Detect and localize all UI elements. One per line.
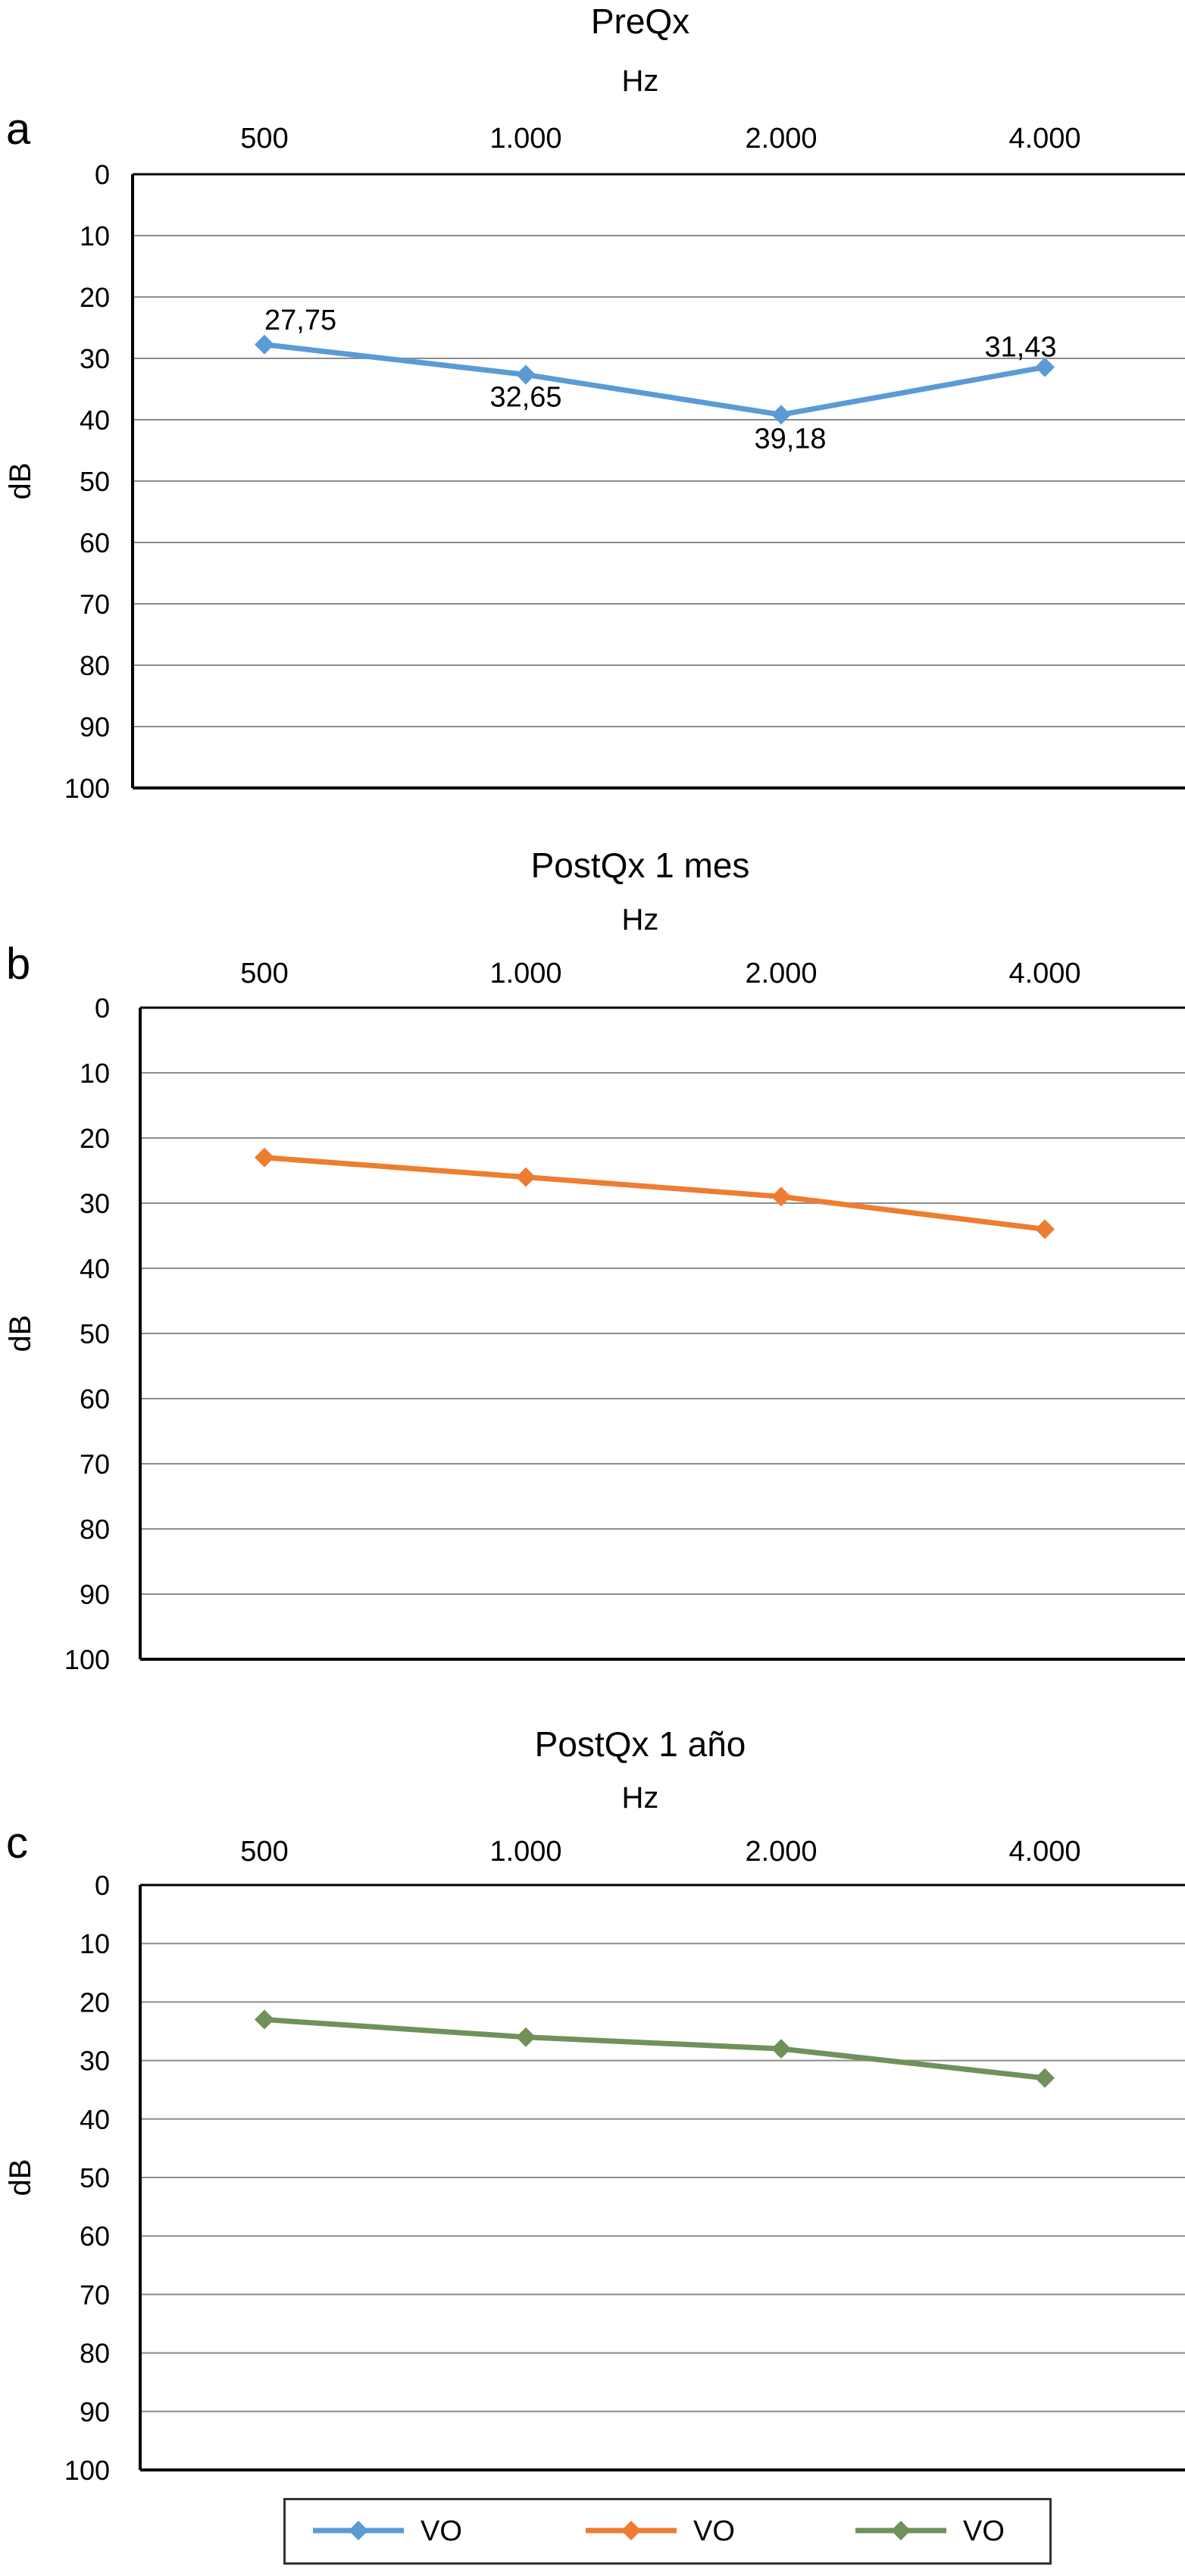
legend-item: VO [855,2515,1005,2547]
data-point-marker [1035,1219,1055,1240]
data-point-marker [255,2009,274,2030]
data-label: 32,65 [489,381,561,413]
y-tick-label: 0 [95,993,110,1024]
y-axis-label: dB [4,1315,37,1352]
y-tick-label: 60 [80,1383,110,1415]
y-tick-label: 50 [80,1318,110,1349]
data-point-marker [516,1167,536,1187]
data-point-marker [255,334,274,355]
y-tick-label: 40 [80,1253,110,1284]
x-axis-label: Hz [622,903,659,936]
data-point-marker [771,405,791,425]
x-tick-label: 4.000 [1008,123,1080,155]
y-tick-label: 60 [80,527,110,558]
legend-swatch-marker [621,2521,641,2540]
x-tick-label: 500 [240,123,288,155]
panel-letter: c [6,1818,28,1868]
y-tick-label: 80 [80,650,110,681]
data-point-marker [771,1186,791,1207]
data-point-marker [516,364,536,385]
legend-label: VO [963,2515,1005,2547]
y-tick-label: 100 [64,2455,110,2486]
y-tick-label: 30 [80,343,110,374]
y-tick-label: 40 [80,2104,110,2135]
legend-item: VO [313,2515,462,2547]
data-point-marker [255,1147,274,1168]
y-tick-label: 80 [80,1514,110,1545]
y-tick-label: 60 [80,2221,110,2252]
chart-title: PostQx 1 año [535,1724,746,1764]
y-tick-label: 20 [80,1123,110,1154]
y-tick-label: 100 [64,1644,110,1675]
y-tick-label: 20 [80,282,110,313]
x-axis-label: Hz [622,64,659,98]
legend-swatch-marker [891,2521,911,2540]
x-tick-label: 500 [240,1836,288,1868]
y-tick-label: 90 [80,1579,110,1610]
y-tick-label: 10 [80,1058,110,1089]
y-axis-label: dB [4,463,37,500]
data-label: 39,18 [754,423,826,455]
x-tick-label: 500 [240,958,288,989]
y-tick-label: 100 [64,773,110,804]
y-tick-label: 90 [80,2396,110,2428]
y-tick-label: 70 [80,1449,110,1480]
x-tick-label: 2.000 [745,123,817,155]
x-axis-label: Hz [622,1781,659,1815]
x-tick-label: 1.000 [489,1836,561,1868]
legend-item: VO [586,2515,735,2547]
series-line [264,2017,1046,2081]
panel-letter: a [6,105,31,154]
data-point-marker [771,2039,791,2059]
chart-title: PostQx 1 mes [531,846,750,885]
y-tick-label: 40 [80,405,110,436]
y-tick-label: 0 [95,159,110,190]
y-tick-label: 70 [80,2279,110,2310]
legend-items: VO VO VO [313,2515,1005,2547]
data-point-marker [516,2027,536,2047]
chart-panel-b: PostQx 1 mes Hz b dB 0 10 20 30 40 50 60 70 80 90 100 5… [4,846,1185,1675]
y-tick-label: 30 [80,1188,110,1219]
data-label: 27,75 [264,305,336,336]
y-tick-label: 50 [80,2162,110,2193]
legend-swatch-marker [349,2521,368,2540]
series-line [264,1155,1046,1232]
y-tick-label: 50 [80,466,110,497]
y-tick-label: 10 [80,220,110,252]
chart-panel-a: PreQx Hz a dB 0 10 20 30 40 50 60 70 80 90 100 500 1.000… [4,2,1185,804]
chart-title: PreQx [591,2,689,41]
x-tick-label: 2.000 [745,1836,817,1868]
panel-letter: b [6,939,30,989]
legend: VO VO VO [283,2498,1052,2565]
data-point-marker [1035,2068,1055,2088]
x-tick-label: 2.000 [745,958,817,989]
data-label: 31,43 [984,332,1056,364]
x-tick-label: 1.000 [489,123,561,155]
y-axis-label: dB [4,2159,37,2196]
x-tick-label: 4.000 [1008,958,1080,989]
y-tick-label: 70 [80,589,110,620]
y-tick-label: 0 [95,1870,110,1901]
y-tick-label: 90 [80,711,110,742]
series-line [264,342,1046,417]
legend-label: VO [421,2515,462,2547]
data-point-marker [1035,357,1055,377]
y-tick-label: 20 [80,1987,110,2018]
y-tick-label: 10 [80,1928,110,1959]
chart-panel-c: PostQx 1 año Hz c dB 0 10 20 30 40 50 60 70 80 90 100 5… [4,1724,1185,2486]
x-tick-label: 4.000 [1008,1836,1080,1868]
x-tick-label: 1.000 [489,958,561,989]
y-tick-label: 80 [80,2338,110,2369]
y-tick-label: 30 [80,2046,110,2077]
legend-label: VO [693,2515,735,2547]
